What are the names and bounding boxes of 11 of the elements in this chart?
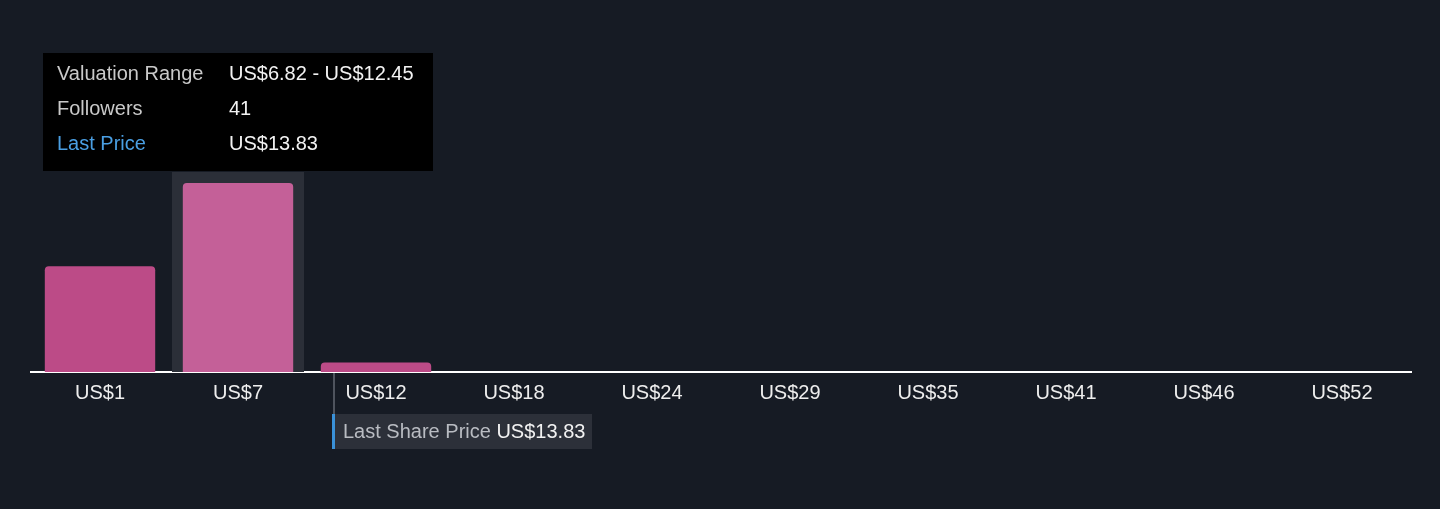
x-tick-label: US$24 <box>621 380 683 403</box>
tooltip-card: Valuation Range US$6.82 - US$12.45 Followers 41 Last Price US$13.83 <box>43 53 433 171</box>
x-tick-label: US$52 <box>1311 380 1373 403</box>
x-tick-label: US$41 <box>1035 380 1097 403</box>
x-tick-label: US$7 <box>212 380 264 403</box>
x-tick-label: US$18 <box>483 380 545 403</box>
x-tick-label: US$29 <box>759 380 821 403</box>
x-tick-label: US$46 <box>1173 380 1235 403</box>
x-tick-label: US$35 <box>897 380 959 403</box>
x-tick-label: US$12 <box>345 380 407 403</box>
x-tick-label: US$1 <box>74 380 126 403</box>
